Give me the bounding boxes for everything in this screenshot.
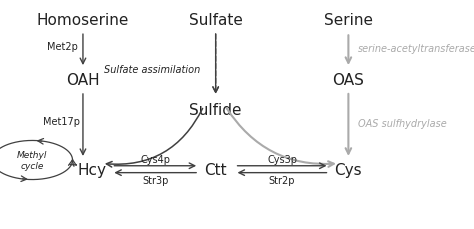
Text: Sulfate: Sulfate: [189, 13, 243, 28]
Text: OAS sulfhydrylase: OAS sulfhydrylase: [358, 119, 447, 129]
Text: Sulfate assimilation: Sulfate assimilation: [103, 65, 200, 75]
Text: serine-acetyltransferase: serine-acetyltransferase: [358, 44, 474, 54]
Text: Cys: Cys: [335, 162, 362, 177]
Text: Str3p: Str3p: [142, 175, 169, 185]
Text: Ctt: Ctt: [204, 162, 227, 177]
Text: OAH: OAH: [66, 73, 100, 88]
Text: Sulfide: Sulfide: [190, 102, 242, 117]
Text: Cys4p: Cys4p: [140, 154, 171, 164]
Text: OAS: OAS: [332, 73, 365, 88]
Text: Homoserine: Homoserine: [37, 13, 129, 28]
Text: Str2p: Str2p: [269, 175, 295, 185]
Text: Hcy: Hcy: [78, 162, 107, 177]
Text: Met2p: Met2p: [47, 42, 78, 52]
Text: Cys3p: Cys3p: [267, 154, 297, 164]
Text: Met17p: Met17p: [43, 116, 80, 126]
Text: Methyl
cycle: Methyl cycle: [17, 151, 47, 170]
Text: Serine: Serine: [324, 13, 373, 28]
